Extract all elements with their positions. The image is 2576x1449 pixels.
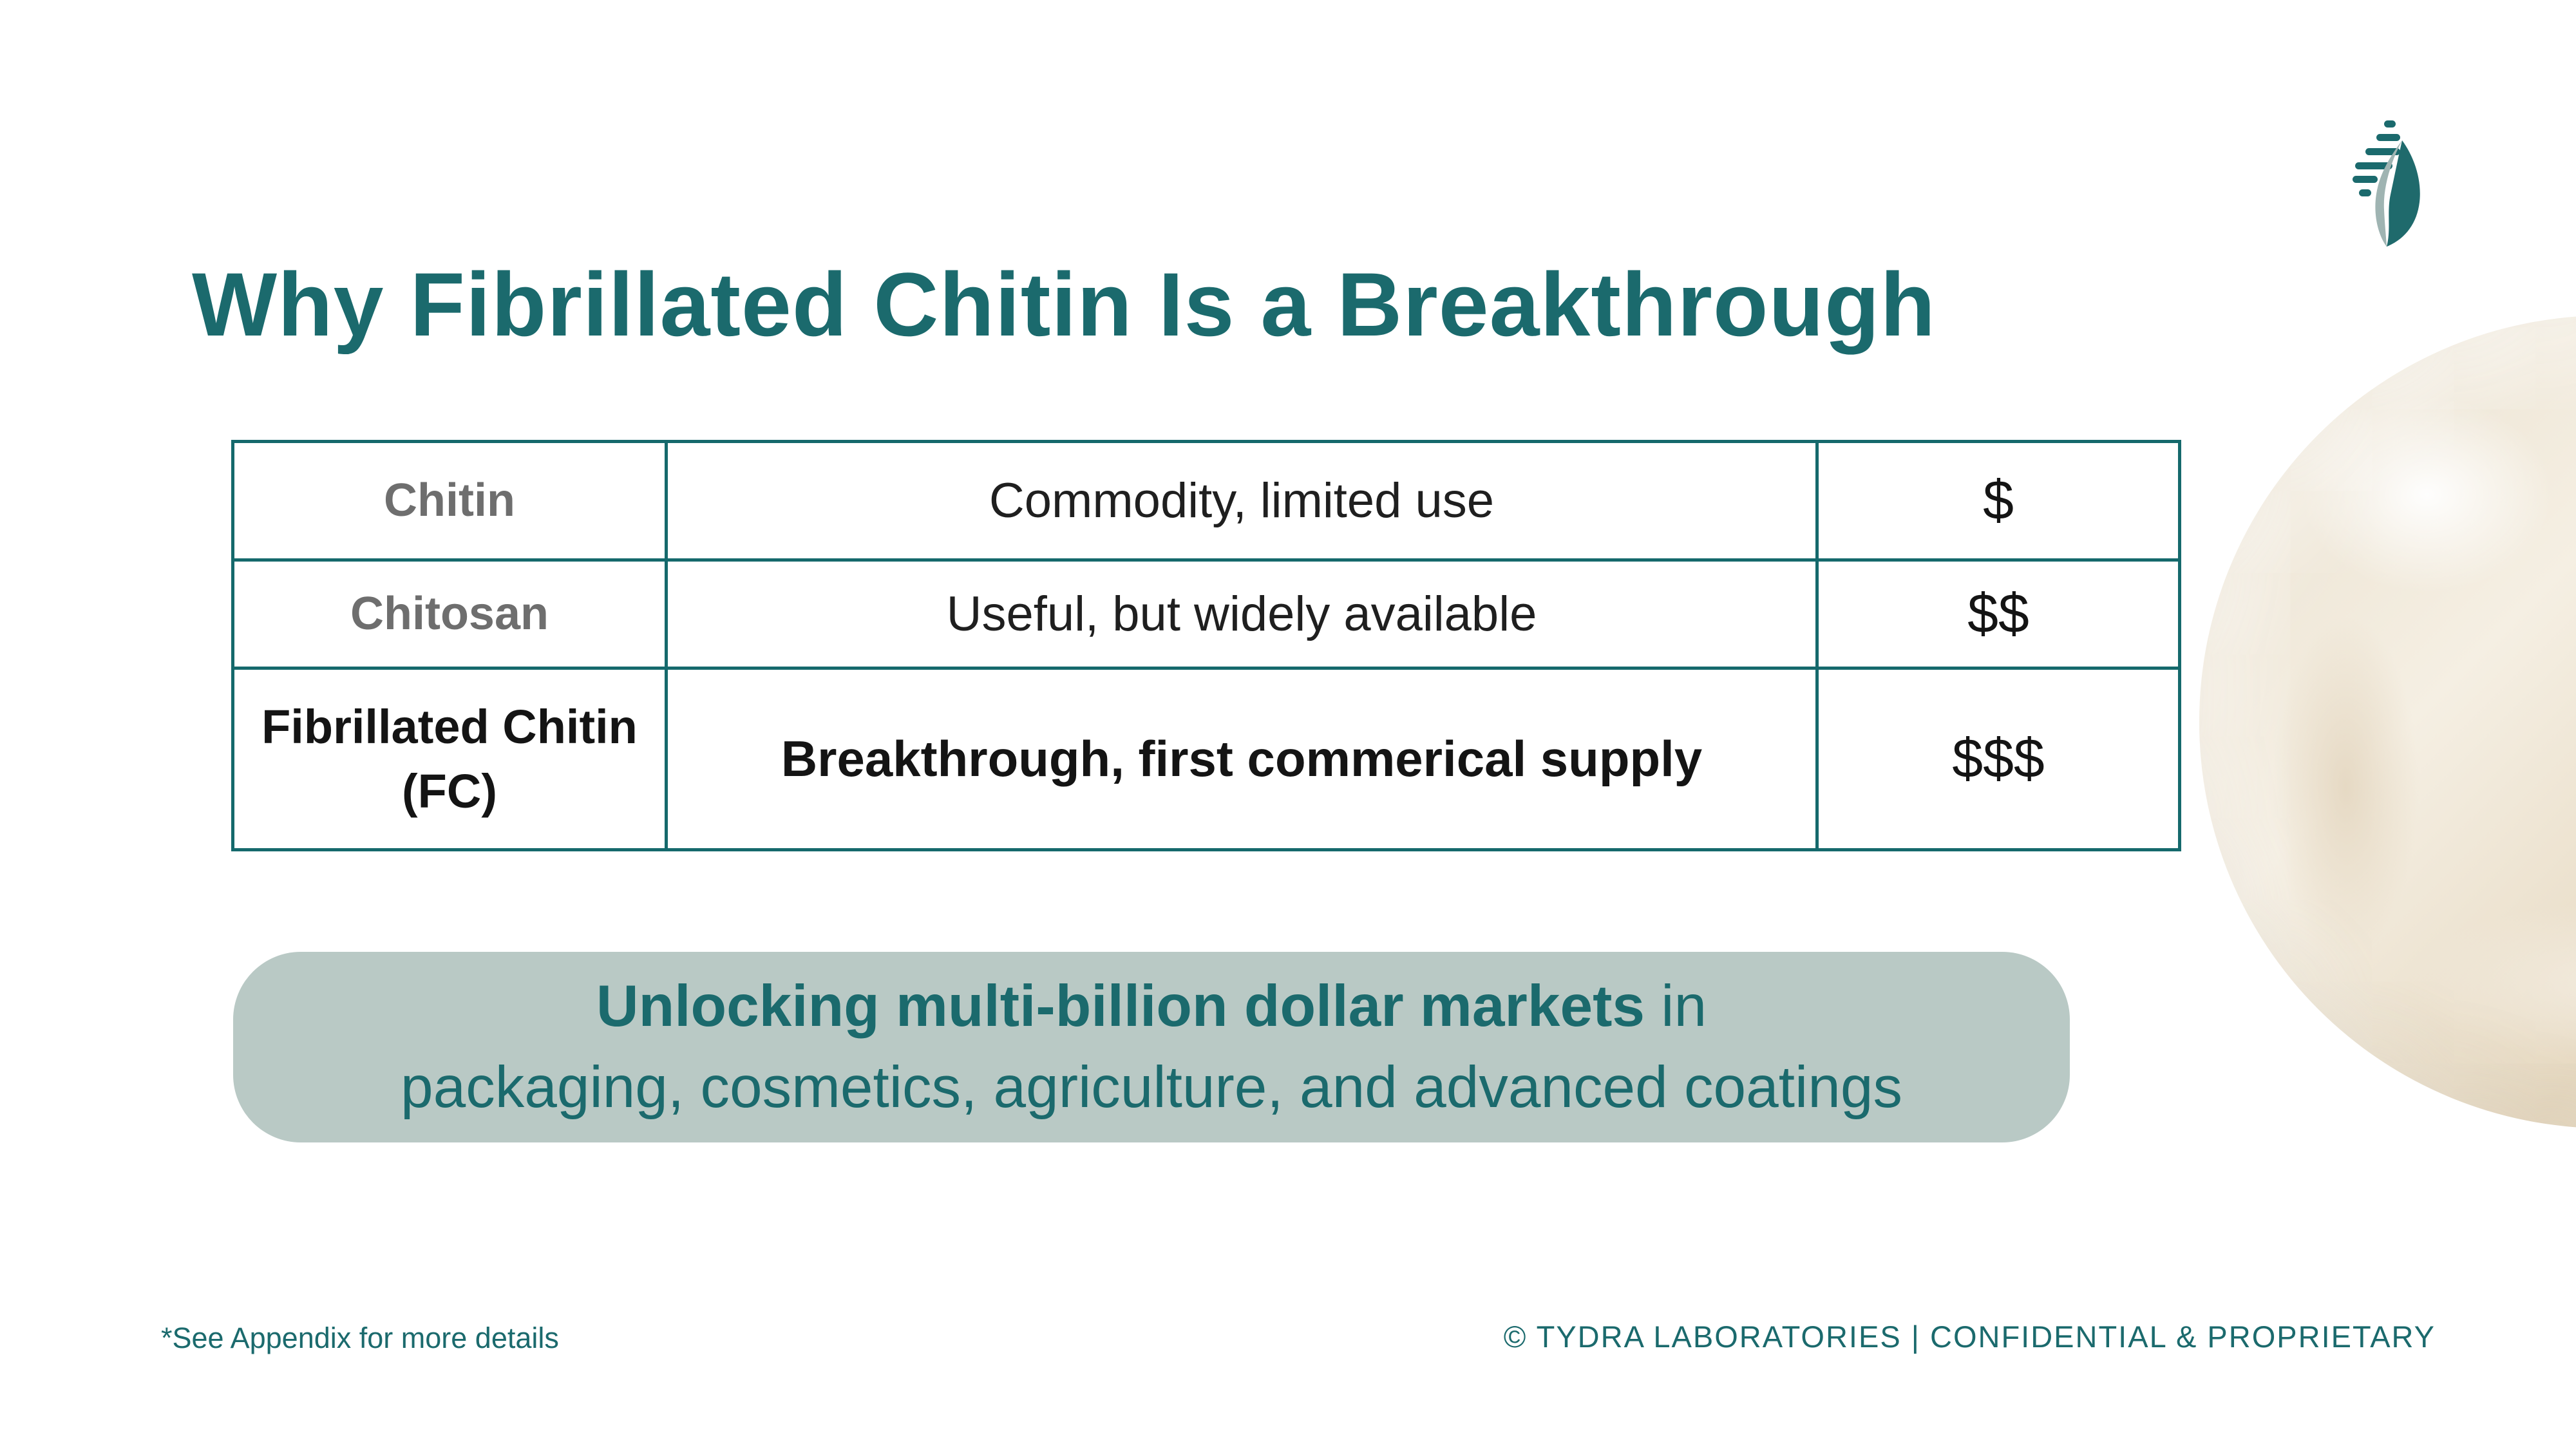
table-cell-material: Chitin: [231, 440, 668, 562]
highlight-line-1: Unlocking multi-billion dollar markets i…: [596, 966, 1707, 1047]
confidentiality-footer: © TYDRA LABORATORIES | CONFIDENTIAL & PR…: [1503, 1320, 2436, 1354]
table-row: Chitin Commodity, limited use $: [231, 440, 2181, 562]
tydra-leaf-logo-icon: [2351, 116, 2428, 252]
appendix-footnote: *See Appendix for more details: [161, 1321, 559, 1354]
highlight-lead-bold: Unlocking multi-billion dollar markets: [596, 974, 1645, 1039]
table-cell-material: Chitosan: [231, 558, 668, 670]
page-title: Why Fibrillated Chitin Is a Breakthrough: [192, 254, 1936, 355]
table-cell-description: Commodity, limited use: [665, 440, 1819, 562]
table-row: Chitosan Useful, but widely available $$: [231, 558, 2181, 670]
market-highlight-box: Unlocking multi-billion dollar markets i…: [233, 952, 2070, 1142]
highlight-line-2: packaging, cosmetics, agriculture, and a…: [401, 1055, 1902, 1120]
table-cell-price: $: [1815, 440, 2181, 562]
table-cell-description: Useful, but widely available: [665, 558, 1819, 670]
table-cell-price: $$$: [1815, 667, 2181, 851]
comparison-table: Chitin Commodity, limited use $ Chitosan…: [231, 440, 2181, 851]
table-cell-price: $$: [1815, 558, 2181, 670]
table-row: Fibrillated Chitin (FC) Breakthrough, fi…: [231, 667, 2181, 851]
table-cell-material: Fibrillated Chitin (FC): [231, 667, 668, 851]
table-cell-description: Breakthrough, first commerical supply: [665, 667, 1819, 851]
highlight-lead-rest: in: [1644, 974, 1707, 1039]
product-sample-image: [2199, 316, 2576, 1128]
